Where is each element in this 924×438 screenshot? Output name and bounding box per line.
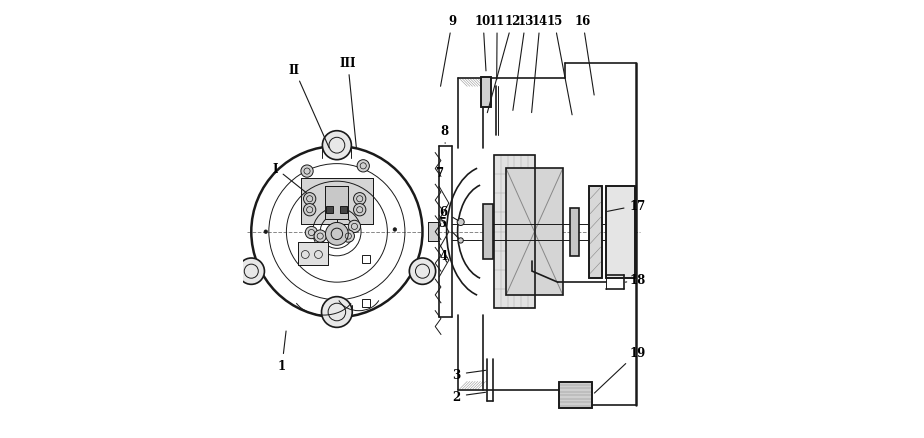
Text: 3: 3 (453, 368, 486, 381)
Bar (298, 242, 328, 265)
Bar (590, 186, 602, 278)
Bar (301, 178, 373, 224)
Bar (298, 242, 328, 265)
Text: II: II (289, 64, 329, 148)
Circle shape (301, 166, 313, 178)
Bar (590, 186, 602, 278)
Bar (606, 186, 635, 278)
Bar (569, 208, 579, 256)
Bar (362, 300, 371, 307)
Text: 9: 9 (441, 15, 456, 87)
Text: 17: 17 (607, 199, 646, 212)
Bar (559, 382, 591, 408)
Bar (481, 78, 491, 107)
Bar (506, 169, 563, 296)
Circle shape (354, 193, 366, 205)
Circle shape (325, 223, 348, 246)
Circle shape (264, 230, 268, 234)
Bar (483, 205, 492, 259)
Text: 19: 19 (594, 346, 646, 393)
Bar (559, 382, 591, 408)
Text: 18: 18 (626, 274, 646, 287)
Circle shape (354, 204, 366, 216)
Bar (301, 178, 373, 224)
Circle shape (322, 297, 352, 328)
Text: 14: 14 (531, 15, 548, 113)
Text: I: I (273, 162, 306, 193)
Circle shape (303, 204, 316, 216)
Bar (481, 78, 491, 107)
Bar (362, 256, 371, 264)
Text: 1: 1 (278, 331, 286, 372)
Bar (493, 155, 535, 309)
Circle shape (303, 193, 316, 205)
Bar (428, 223, 438, 242)
Text: 13: 13 (513, 15, 534, 111)
Bar (325, 187, 348, 220)
Text: III: III (340, 57, 357, 148)
Circle shape (342, 230, 355, 243)
Text: 11: 11 (489, 15, 505, 81)
Circle shape (314, 230, 326, 243)
Circle shape (393, 228, 396, 232)
Circle shape (457, 219, 464, 226)
Circle shape (357, 160, 370, 173)
Text: 10: 10 (475, 15, 492, 72)
Text: 12: 12 (487, 15, 520, 113)
Circle shape (458, 238, 463, 244)
Bar (326, 207, 334, 214)
Circle shape (305, 227, 318, 239)
Text: 15: 15 (546, 15, 572, 116)
Text: 7: 7 (435, 166, 444, 180)
Bar (493, 155, 535, 309)
Bar (606, 186, 635, 278)
Text: 16: 16 (575, 15, 594, 96)
Circle shape (322, 131, 351, 160)
Text: 8: 8 (441, 125, 448, 144)
Bar (325, 187, 348, 220)
Circle shape (238, 258, 264, 285)
Text: 5: 5 (440, 217, 458, 239)
Text: 2: 2 (453, 390, 486, 403)
Text: 4: 4 (440, 250, 447, 263)
Bar (340, 207, 347, 214)
Circle shape (409, 258, 435, 285)
Bar (506, 169, 563, 296)
Text: 6: 6 (440, 206, 458, 221)
Circle shape (348, 221, 360, 233)
